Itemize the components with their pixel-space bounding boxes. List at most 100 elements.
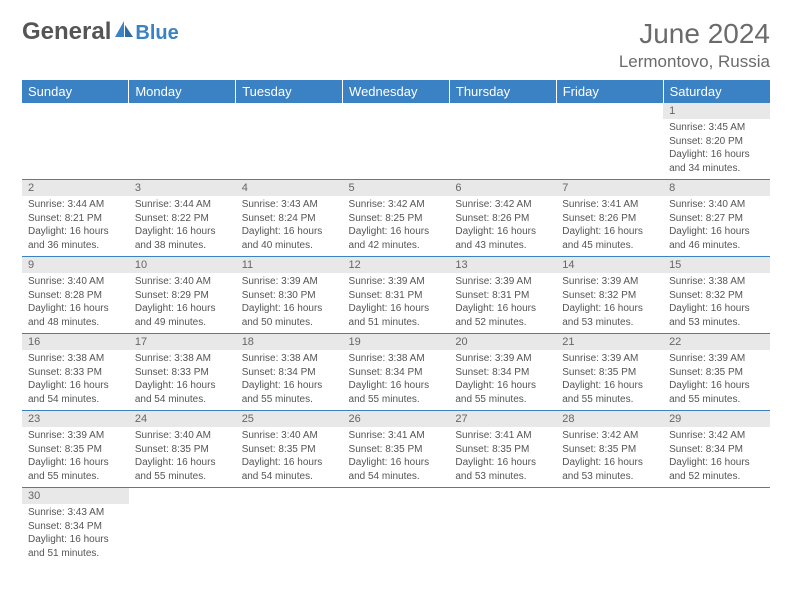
calendar-row: 16Sunrise: 3:38 AMSunset: 8:33 PMDayligh…: [22, 334, 770, 411]
calendar-row: 1Sunrise: 3:45 AMSunset: 8:20 PMDaylight…: [22, 103, 770, 180]
sunset-line: Sunset: 8:29 PM: [135, 289, 230, 303]
day-details: Sunrise: 3:39 AMSunset: 8:31 PMDaylight:…: [449, 273, 556, 333]
calendar-cell: [556, 103, 663, 180]
calendar-cell: 11Sunrise: 3:39 AMSunset: 8:30 PMDayligh…: [236, 257, 343, 334]
calendar-cell: 28Sunrise: 3:42 AMSunset: 8:35 PMDayligh…: [556, 411, 663, 488]
day-details: Sunrise: 3:40 AMSunset: 8:27 PMDaylight:…: [663, 196, 770, 256]
sunset-line: Sunset: 8:26 PM: [562, 212, 657, 226]
day-details: Sunrise: 3:40 AMSunset: 8:35 PMDaylight:…: [129, 427, 236, 487]
calendar-cell: 30Sunrise: 3:43 AMSunset: 8:34 PMDayligh…: [22, 488, 129, 565]
sunrise-line: Sunrise: 3:38 AM: [28, 352, 123, 366]
day-details: Sunrise: 3:42 AMSunset: 8:25 PMDaylight:…: [343, 196, 450, 256]
calendar-cell: [449, 488, 556, 565]
day-number: 30: [22, 488, 129, 504]
day-details: Sunrise: 3:39 AMSunset: 8:34 PMDaylight:…: [449, 350, 556, 410]
sunrise-line: Sunrise: 3:38 AM: [242, 352, 337, 366]
sunrise-line: Sunrise: 3:38 AM: [349, 352, 444, 366]
calendar-row: 30Sunrise: 3:43 AMSunset: 8:34 PMDayligh…: [22, 488, 770, 565]
day-number: 14: [556, 257, 663, 273]
sunset-line: Sunset: 8:32 PM: [562, 289, 657, 303]
title-block: June 2024 Lermontovo, Russia: [619, 18, 770, 72]
weekday-header: Wednesday: [343, 80, 450, 103]
calendar-cell: [556, 488, 663, 565]
day-number: 3: [129, 180, 236, 196]
sunset-line: Sunset: 8:30 PM: [242, 289, 337, 303]
sunset-line: Sunset: 8:33 PM: [28, 366, 123, 380]
daylight-line: Daylight: 16 hours and 55 minutes.: [669, 379, 764, 406]
sunrise-line: Sunrise: 3:40 AM: [28, 275, 123, 289]
day-number: 2: [22, 180, 129, 196]
calendar-table: SundayMondayTuesdayWednesdayThursdayFrid…: [22, 80, 770, 564]
daylight-line: Daylight: 16 hours and 46 minutes.: [669, 225, 764, 252]
day-details: Sunrise: 3:39 AMSunset: 8:35 PMDaylight:…: [663, 350, 770, 410]
day-details: Sunrise: 3:43 AMSunset: 8:34 PMDaylight:…: [22, 504, 129, 564]
sunset-line: Sunset: 8:33 PM: [135, 366, 230, 380]
calendar-cell: 14Sunrise: 3:39 AMSunset: 8:32 PMDayligh…: [556, 257, 663, 334]
day-number: 23: [22, 411, 129, 427]
sunrise-line: Sunrise: 3:41 AM: [349, 429, 444, 443]
daylight-line: Daylight: 16 hours and 42 minutes.: [349, 225, 444, 252]
day-number: 21: [556, 334, 663, 350]
daylight-line: Daylight: 16 hours and 54 minutes.: [349, 456, 444, 483]
daylight-line: Daylight: 16 hours and 51 minutes.: [349, 302, 444, 329]
calendar-cell: 8Sunrise: 3:40 AMSunset: 8:27 PMDaylight…: [663, 180, 770, 257]
daylight-line: Daylight: 16 hours and 55 minutes.: [135, 456, 230, 483]
weekday-header: Saturday: [663, 80, 770, 103]
sunrise-line: Sunrise: 3:41 AM: [562, 198, 657, 212]
sunrise-line: Sunrise: 3:42 AM: [455, 198, 550, 212]
calendar-cell: [236, 488, 343, 565]
sunset-line: Sunset: 8:34 PM: [28, 520, 123, 534]
day-details: Sunrise: 3:39 AMSunset: 8:35 PMDaylight:…: [22, 427, 129, 487]
calendar-header-row: SundayMondayTuesdayWednesdayThursdayFrid…: [22, 80, 770, 103]
calendar-cell: [129, 488, 236, 565]
month-title: June 2024: [619, 18, 770, 50]
sunrise-line: Sunrise: 3:40 AM: [242, 429, 337, 443]
day-number: 7: [556, 180, 663, 196]
calendar-cell: [343, 103, 450, 180]
sunset-line: Sunset: 8:31 PM: [455, 289, 550, 303]
day-number: 11: [236, 257, 343, 273]
sunrise-line: Sunrise: 3:42 AM: [349, 198, 444, 212]
day-number: 6: [449, 180, 556, 196]
logo: General Blue: [22, 18, 179, 46]
sunset-line: Sunset: 8:35 PM: [242, 443, 337, 457]
sunrise-line: Sunrise: 3:42 AM: [562, 429, 657, 443]
logo-text-general: General: [22, 18, 111, 46]
calendar-cell: 19Sunrise: 3:38 AMSunset: 8:34 PMDayligh…: [343, 334, 450, 411]
weekday-header: Friday: [556, 80, 663, 103]
day-number: 15: [663, 257, 770, 273]
day-number: 1: [663, 103, 770, 119]
daylight-line: Daylight: 16 hours and 52 minutes.: [455, 302, 550, 329]
day-number: 22: [663, 334, 770, 350]
sunrise-line: Sunrise: 3:38 AM: [135, 352, 230, 366]
calendar-cell: 17Sunrise: 3:38 AMSunset: 8:33 PMDayligh…: [129, 334, 236, 411]
sunset-line: Sunset: 8:27 PM: [669, 212, 764, 226]
day-details: Sunrise: 3:38 AMSunset: 8:34 PMDaylight:…: [343, 350, 450, 410]
calendar-cell: 10Sunrise: 3:40 AMSunset: 8:29 PMDayligh…: [129, 257, 236, 334]
sunrise-line: Sunrise: 3:44 AM: [135, 198, 230, 212]
sunset-line: Sunset: 8:31 PM: [349, 289, 444, 303]
sunrise-line: Sunrise: 3:39 AM: [28, 429, 123, 443]
calendar-cell: 13Sunrise: 3:39 AMSunset: 8:31 PMDayligh…: [449, 257, 556, 334]
sunset-line: Sunset: 8:35 PM: [562, 366, 657, 380]
daylight-line: Daylight: 16 hours and 40 minutes.: [242, 225, 337, 252]
day-details: Sunrise: 3:44 AMSunset: 8:21 PMDaylight:…: [22, 196, 129, 256]
day-number: 5: [343, 180, 450, 196]
calendar-cell: 23Sunrise: 3:39 AMSunset: 8:35 PMDayligh…: [22, 411, 129, 488]
day-number: 8: [663, 180, 770, 196]
sunset-line: Sunset: 8:35 PM: [135, 443, 230, 457]
daylight-line: Daylight: 16 hours and 55 minutes.: [28, 456, 123, 483]
day-details: Sunrise: 3:40 AMSunset: 8:28 PMDaylight:…: [22, 273, 129, 333]
day-number: 4: [236, 180, 343, 196]
daylight-line: Daylight: 16 hours and 48 minutes.: [28, 302, 123, 329]
day-details: Sunrise: 3:39 AMSunset: 8:31 PMDaylight:…: [343, 273, 450, 333]
daylight-line: Daylight: 16 hours and 43 minutes.: [455, 225, 550, 252]
calendar-row: 2Sunrise: 3:44 AMSunset: 8:21 PMDaylight…: [22, 180, 770, 257]
daylight-line: Daylight: 16 hours and 34 minutes.: [669, 148, 764, 175]
day-number: 17: [129, 334, 236, 350]
sunrise-line: Sunrise: 3:44 AM: [28, 198, 123, 212]
day-number: 24: [129, 411, 236, 427]
day-details: Sunrise: 3:39 AMSunset: 8:30 PMDaylight:…: [236, 273, 343, 333]
sunset-line: Sunset: 8:34 PM: [669, 443, 764, 457]
day-number: 13: [449, 257, 556, 273]
